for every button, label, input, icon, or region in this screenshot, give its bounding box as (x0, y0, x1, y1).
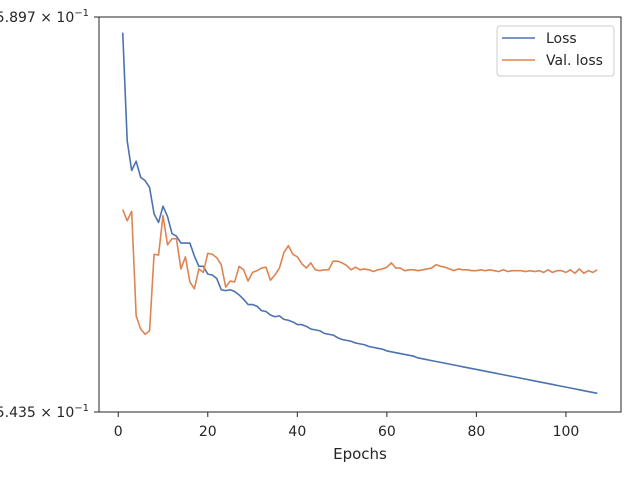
y-axis-ticks: 5.897 × 10−1 5.435 × 10−1 (0, 8, 99, 421)
legend-label-val-loss: Val. loss (546, 53, 603, 69)
legend-label-loss: Loss (546, 31, 577, 47)
x-tick-label: 0 (114, 424, 123, 440)
x-axis-label: Epochs (333, 445, 387, 463)
x-tick-label: 20 (199, 424, 217, 440)
x-tick-label: 100 (553, 424, 580, 440)
legend: Loss Val. loss (496, 25, 615, 77)
x-tick-label: 40 (288, 424, 306, 440)
y-tick-label: 5.435 × 10−1 (0, 403, 89, 421)
series-line-0 (121, 32, 598, 395)
y-tick-label: 5.897 × 10−1 (0, 8, 89, 26)
plot-frame (98, 16, 622, 413)
series-layer (121, 32, 598, 395)
plot-area (98, 16, 622, 413)
series-line-1 (121, 209, 598, 336)
x-tick-label: 80 (467, 424, 485, 440)
x-axis-ticks: 0 20 40 60 80 100 (114, 412, 580, 440)
x-tick-label: 60 (378, 424, 396, 440)
